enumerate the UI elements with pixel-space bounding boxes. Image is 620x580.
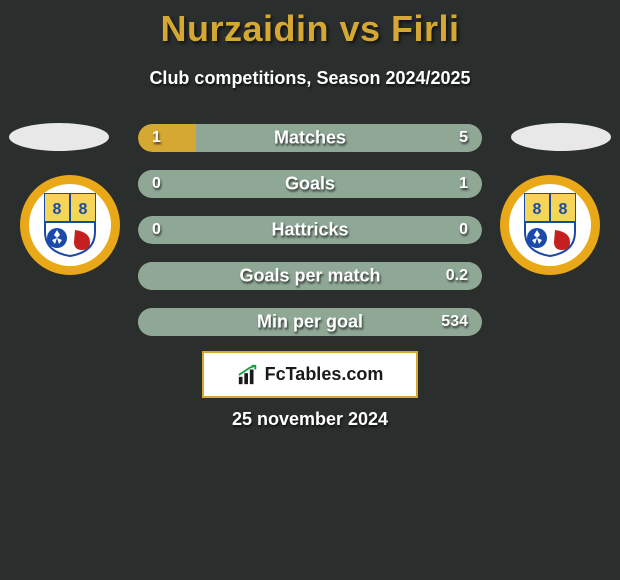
stat-value-left: 0	[152, 175, 161, 193]
svg-text:8: 8	[53, 201, 62, 218]
stat-row: Goals 0 1	[138, 170, 482, 198]
stat-value-right: 0	[459, 221, 468, 239]
club-badge-outer: 8 8	[500, 175, 600, 275]
infographic-container: Nurzaidin vs Firli Club competitions, Se…	[0, 0, 620, 580]
club-badge-left: 8 8	[20, 175, 120, 275]
stat-value-left: 0	[152, 221, 161, 239]
subtitle: Club competitions, Season 2024/2025	[0, 68, 620, 89]
chart-icon	[237, 364, 259, 386]
stat-label: Min per goal	[257, 312, 363, 333]
footer-attribution: FcTables.com	[202, 351, 418, 398]
club-shield-icon: 8 8	[520, 192, 580, 258]
stat-value-right: 0.2	[446, 267, 468, 285]
svg-text:8: 8	[79, 201, 88, 218]
stat-label: Goals per match	[239, 266, 380, 287]
club-badge-right: 8 8	[500, 175, 600, 275]
player-oval-right	[511, 123, 611, 151]
stat-label: Hattricks	[271, 220, 348, 241]
stat-label: Matches	[274, 128, 346, 149]
stat-value-left: 1	[152, 129, 161, 147]
club-badge-inner: 8 8	[509, 184, 591, 266]
stat-row: Min per goal 534	[138, 308, 482, 336]
club-shield-icon: 8 8	[40, 192, 100, 258]
player-oval-left	[9, 123, 109, 151]
stats-panel: Matches 1 5 Goals 0 1 Hattricks 0 0 Goals per mat…	[138, 124, 482, 354]
stat-value-right: 5	[459, 129, 468, 147]
footer-text: FcTables.com	[265, 364, 384, 385]
stat-value-right: 1	[459, 175, 468, 193]
stat-label: Goals	[285, 174, 335, 195]
club-badge-inner: 8 8	[29, 184, 111, 266]
page-title: Nurzaidin vs Firli	[0, 0, 620, 50]
svg-text:8: 8	[559, 201, 568, 218]
club-badge-outer: 8 8	[20, 175, 120, 275]
stat-row: Hattricks 0 0	[138, 216, 482, 244]
stat-row: Matches 1 5	[138, 124, 482, 152]
stat-value-right: 534	[441, 313, 468, 331]
stat-row: Goals per match 0.2	[138, 262, 482, 290]
date-text: 25 november 2024	[232, 409, 388, 430]
svg-text:8: 8	[533, 201, 542, 218]
